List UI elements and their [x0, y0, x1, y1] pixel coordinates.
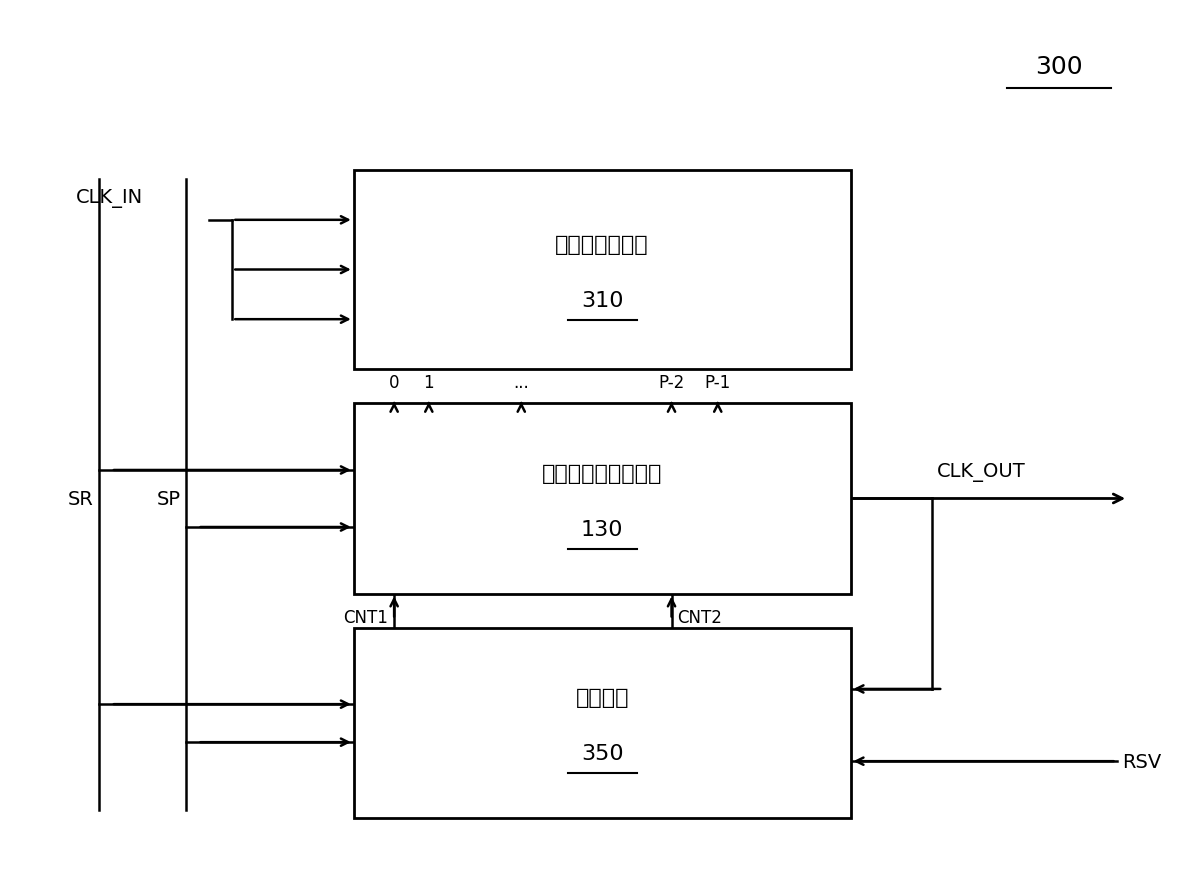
Text: 300: 300	[1035, 55, 1083, 79]
Text: CNT2: CNT2	[677, 608, 723, 626]
Text: CLK_OUT: CLK_OUT	[937, 463, 1026, 481]
Bar	[353, 404, 851, 594]
Bar	[353, 629, 851, 818]
Text: RSV: RSV	[1123, 752, 1162, 771]
Bar	[353, 171, 851, 369]
Text: SR: SR	[68, 489, 94, 509]
Text: CNT1: CNT1	[344, 608, 388, 626]
Text: 控制单元: 控制单元	[576, 688, 629, 708]
Text: P-2: P-2	[658, 374, 685, 392]
Text: 130: 130	[581, 519, 624, 539]
Text: 310: 310	[581, 290, 624, 310]
Text: 350: 350	[581, 744, 624, 764]
Text: P-1: P-1	[705, 374, 731, 392]
Text: 1: 1	[424, 374, 434, 392]
Text: CLK_IN: CLK_IN	[77, 189, 144, 208]
Text: 0: 0	[388, 374, 399, 392]
Text: 时钒选择及输出单元: 时钒选择及输出单元	[541, 463, 663, 483]
Text: 时钒延迟链模块: 时钒延迟链模块	[556, 234, 649, 254]
Text: SP: SP	[157, 489, 180, 509]
Text: ...: ...	[513, 374, 530, 392]
